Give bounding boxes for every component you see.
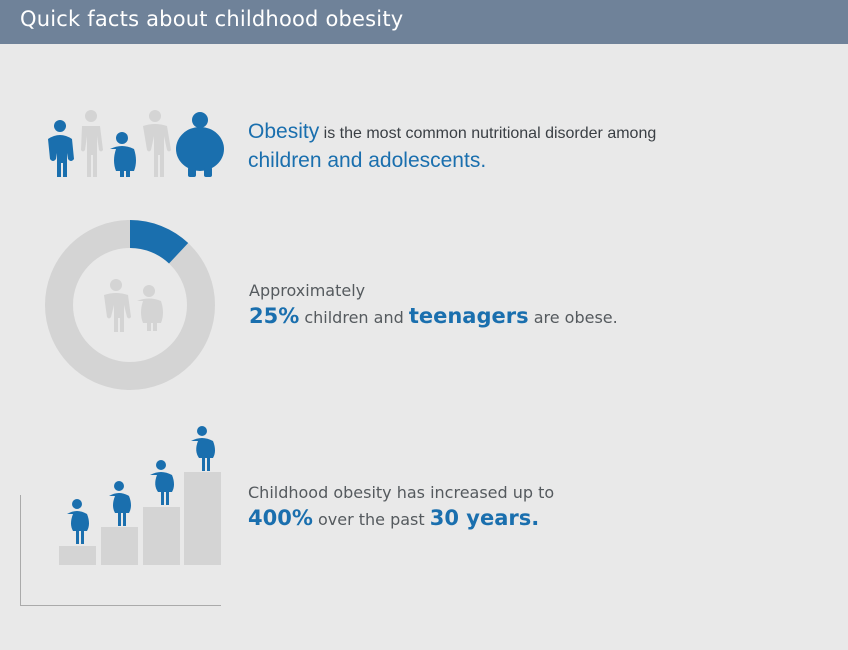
step-bar (143, 507, 180, 565)
child-obese-icon (109, 481, 131, 526)
child-normal-icon (81, 110, 103, 177)
child-obese-icon (67, 499, 89, 544)
growth-steps-graphic (20, 426, 221, 606)
child-obese-icon (150, 460, 174, 505)
child-obese-icon (191, 426, 215, 471)
child-normal-icon (143, 110, 171, 177)
teenagers-highlight: teenagers (408, 304, 529, 328)
page-title: Quick facts about childhood obesity (20, 7, 404, 31)
donut-segment (129, 220, 189, 264)
fact-increase: Childhood obesity has increased up to 40… (248, 483, 554, 535)
fact3-mid: over the past (312, 510, 430, 529)
children-figures-icon (48, 110, 224, 177)
obesity-highlight: Obesity (248, 120, 320, 143)
header-bar: Quick facts about childhood obesity (0, 0, 848, 44)
child-obese-icon (110, 132, 136, 177)
two-children-icon (104, 279, 163, 332)
fact1-line2: children and adolescents. (248, 149, 487, 172)
step-bar (101, 527, 138, 565)
fact2-mid: children and (299, 308, 409, 327)
increase-percent: 400% (248, 506, 313, 530)
donut-track (45, 220, 215, 390)
step-bar (184, 472, 221, 565)
fact-obesity: Obesity is the most common nutritional d… (248, 118, 768, 174)
fact2-line1: Approximately (249, 281, 366, 300)
fact1-text: is the most common nutritional disorder … (319, 125, 657, 142)
years-value: 30 years. (429, 506, 540, 530)
step-bar (59, 546, 96, 565)
percent-value: 25% (249, 304, 300, 328)
fact-percentage: Approximately 25% children and teenagers… (249, 281, 618, 333)
fact3-line1: Childhood obesity has increased up to (248, 483, 555, 502)
percentage-donut (45, 220, 215, 390)
child-very-obese-icon (176, 112, 224, 177)
fact2-end: are obese. (528, 308, 618, 327)
child-obese-icon (48, 120, 74, 177)
